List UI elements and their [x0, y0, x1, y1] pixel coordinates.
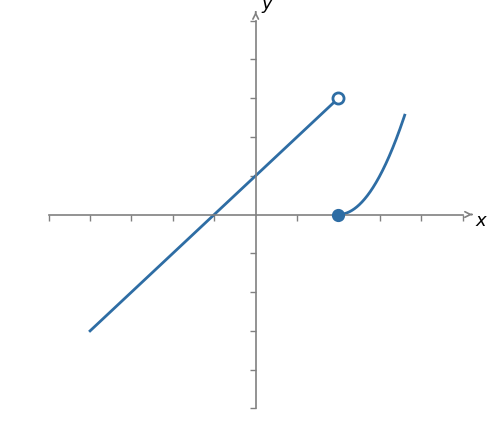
- Text: y: y: [262, 0, 273, 13]
- Text: x: x: [476, 212, 487, 230]
